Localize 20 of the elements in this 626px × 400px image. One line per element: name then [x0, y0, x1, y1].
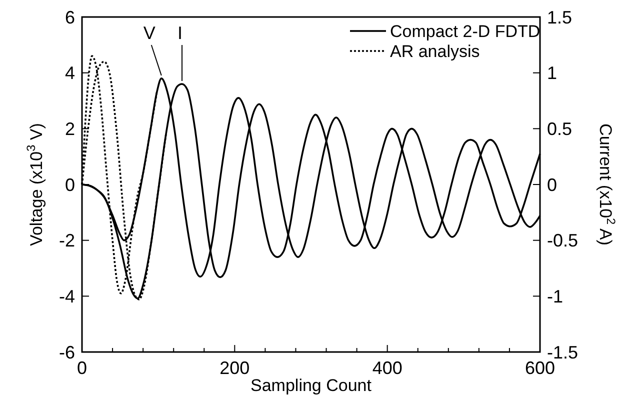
y-tick-label: 4	[64, 63, 75, 84]
y-tick-label: 6	[64, 7, 75, 28]
x-tick-label: 400	[372, 358, 402, 378]
y2-tick-label: 0	[547, 174, 558, 195]
y2-tick-label: 0.5	[547, 118, 572, 139]
y-tick-label: -2	[58, 230, 75, 251]
y-tick-label: -4	[58, 286, 75, 306]
x-axis-title: Sampling Count	[250, 376, 372, 395]
y2-tick-label: -0.5	[547, 230, 578, 251]
y-tick-label: 2	[64, 118, 75, 139]
x-tick-label: 200	[220, 358, 250, 378]
y2-tick-label: 1	[547, 63, 558, 84]
y-tick-label: -6	[58, 342, 75, 362]
y2-tick-label: 1.5	[547, 7, 572, 28]
y2-tick-label: -1	[547, 286, 564, 306]
annotation: I	[177, 23, 183, 43]
legend-label: AR analysis	[390, 42, 480, 61]
y-tick-label: 0	[64, 174, 75, 195]
annotation: V	[143, 23, 156, 43]
legend-label: Compact 2-D FDTD	[390, 22, 540, 41]
